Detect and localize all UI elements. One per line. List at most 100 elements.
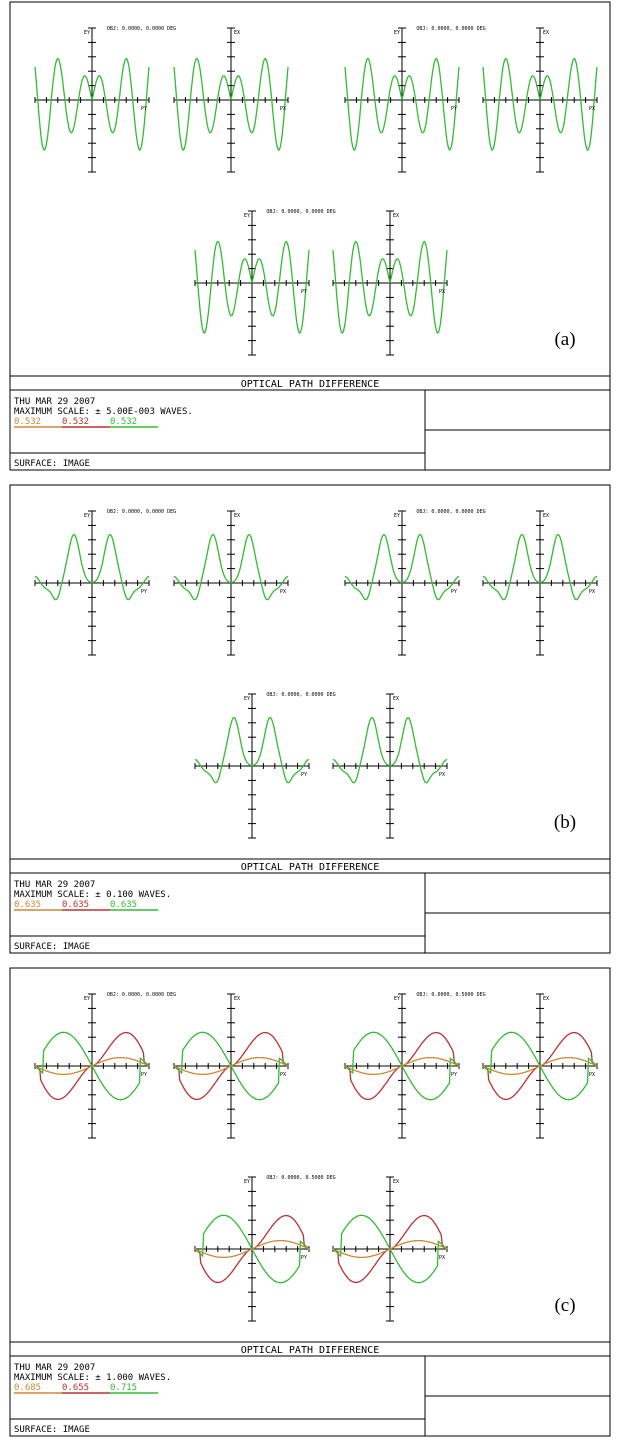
opd-curve-green xyxy=(173,533,289,601)
footer-scale: MAXIMUM SCALE: ± 0.100 WAVES. xyxy=(14,890,171,900)
field-label: OBJ: 0.0000, 0.0000 DEG xyxy=(416,509,485,515)
fan-plot-py xyxy=(344,27,460,173)
fan-plot-px xyxy=(173,993,289,1139)
footer-date: THU MAR 29 2007 xyxy=(14,397,95,407)
px-axis-label: PX xyxy=(280,1072,286,1078)
ey-axis-label: EY xyxy=(394,996,400,1002)
field-plot-0: OBJ: 0.0000, 0.0000 DEG EY EX PY PX xyxy=(34,509,289,656)
py-axis-label: PY xyxy=(301,772,307,778)
wavelength-0: 0.685 xyxy=(14,1383,41,1393)
wavelength-1: 0.655 xyxy=(62,1383,89,1393)
ey-axis-label: EY xyxy=(244,1179,250,1185)
opd-curve-orange xyxy=(482,1056,598,1076)
px-axis-label: PX xyxy=(280,589,286,595)
panel-b: OPTICAL PATH DIFFERENCE THU MAR 29 2007MA… xyxy=(9,484,611,954)
ex-axis-label: EX xyxy=(393,1179,399,1185)
fan-plot-py xyxy=(34,27,150,173)
opd-curve-green xyxy=(332,240,448,335)
ey-axis-label: EY xyxy=(244,213,250,219)
fan-plot-py xyxy=(194,210,310,356)
py-axis-label: PY xyxy=(141,106,147,112)
field-plot-2: OBJ: 0.0000, 0.0000 DEG EY EX PY PX xyxy=(194,209,448,356)
field-plot-1: OBJ: 0.0000, 0.0000 DEG EY EX PY PX xyxy=(344,26,598,173)
field-label: OBJ: 0.0000, 0.0000 DEG xyxy=(107,26,176,32)
wavelength-2: 0.715 xyxy=(110,1383,137,1393)
fan-plot-px xyxy=(482,993,598,1139)
wavelength-2: 0.635 xyxy=(110,900,137,910)
footer-header: OPTICAL PATH DIFFERENCE xyxy=(241,862,379,873)
field-label: OBJ: 0.0000, 0.5000 DEG xyxy=(266,1175,335,1181)
opd-curve-green xyxy=(34,57,150,152)
opd-curve-green xyxy=(34,533,150,601)
px-axis-label: PX xyxy=(280,106,286,112)
py-axis-label: PY xyxy=(451,106,457,112)
footer-surface: SURFACE: IMAGE xyxy=(14,942,90,952)
fan-plot-py xyxy=(194,1176,310,1322)
fan-plot-py xyxy=(344,993,460,1139)
footer-scale: MAXIMUM SCALE: ± 1.000 WAVES. xyxy=(14,1373,171,1383)
opd-curve-orange xyxy=(344,1056,460,1076)
opd-curve-green xyxy=(482,533,598,601)
panel-c: OPTICAL PATH DIFFERENCE THU MAR 29 2007MA… xyxy=(9,967,611,1437)
panel-label: (b) xyxy=(554,812,576,833)
ey-axis-label: EY xyxy=(84,996,90,1002)
footer-frame xyxy=(9,375,611,471)
field-plot-0: OBJ: 0.0000, 0.0000 DEG EY EX PY PX xyxy=(34,26,289,173)
fan-plot-py xyxy=(194,693,310,839)
opd-curve-orange xyxy=(173,1056,289,1076)
footer-scale: MAXIMUM SCALE: ± 5.00E-003 WAVES. xyxy=(14,407,193,417)
ex-axis-label: EX xyxy=(234,996,240,1002)
field-label: OBJ: 0.0000, 0.0000 DEG xyxy=(416,26,485,32)
field-plot-2: OBJ: 0.0000, 0.5000 DEG EY EX PY PX xyxy=(194,1175,448,1322)
py-axis-label: PY xyxy=(301,1255,307,1261)
px-axis-label: PX xyxy=(439,289,445,295)
fan-plot-px xyxy=(332,693,448,839)
ex-axis-label: EX xyxy=(393,213,399,219)
fan-plot-px xyxy=(482,510,598,656)
px-axis-label: PX xyxy=(439,772,445,778)
opd-curve-green xyxy=(482,57,598,152)
ey-axis-label: EY xyxy=(394,30,400,36)
ex-axis-label: EX xyxy=(543,513,549,519)
field-plot-0: OBJ: 0.0000, 0.0000 DEG EY EX PY PX xyxy=(34,992,289,1139)
panel-label: (a) xyxy=(554,329,575,350)
opd-curve-green xyxy=(344,57,460,152)
footer-header: OPTICAL PATH DIFFERENCE xyxy=(241,1345,379,1356)
wavelength-0: 0.635 xyxy=(14,900,41,910)
field-label: OBJ: 0.0000, 0.0000 DEG xyxy=(107,992,176,998)
footer-date: THU MAR 29 2007 xyxy=(14,880,95,890)
field-label: OBJ: 0.0000, 0.0000 DEG xyxy=(266,692,335,698)
wavelength-2: 0.532 xyxy=(110,417,137,427)
footer-surface: SURFACE: IMAGE xyxy=(14,459,90,469)
footer-header: OPTICAL PATH DIFFERENCE xyxy=(241,379,379,390)
fan-plot-py xyxy=(34,510,150,656)
py-axis-label: PY xyxy=(141,1072,147,1078)
px-axis-label: PX xyxy=(589,106,595,112)
fan-plot-px xyxy=(173,510,289,656)
opd-curve-green xyxy=(344,533,460,601)
fan-plot-px xyxy=(173,27,289,173)
opd-curve-green xyxy=(332,716,448,784)
ey-axis-label: EY xyxy=(394,513,400,519)
fan-plot-px xyxy=(332,210,448,356)
fan-plot-py xyxy=(344,510,460,656)
field-label: OBJ: 0.0000, 0.0000 DEG xyxy=(107,509,176,515)
panel-label: (c) xyxy=(554,1295,575,1316)
fan-plot-px xyxy=(332,1176,448,1322)
fan-plot-px xyxy=(482,27,598,173)
footer-frame xyxy=(9,1341,611,1437)
ex-axis-label: EX xyxy=(234,513,240,519)
panel-a: OPTICAL PATH DIFFERENCE THU MAR 29 2007MA… xyxy=(9,1,611,471)
plot-frame xyxy=(9,967,611,1343)
px-axis-label: PX xyxy=(589,589,595,595)
ey-axis-label: EY xyxy=(84,30,90,36)
py-axis-label: PY xyxy=(141,589,147,595)
opd-curve-orange xyxy=(194,1239,310,1259)
field-plot-2: OBJ: 0.0000, 0.0000 DEG EY EX PY PX xyxy=(194,692,448,839)
field-label: OBJ: 0.0000, 0.5000 DEG xyxy=(416,992,485,998)
field-label: OBJ: 0.0000, 0.0000 DEG xyxy=(266,209,335,215)
ey-axis-label: EY xyxy=(244,696,250,702)
fan-plot-py xyxy=(34,993,150,1139)
wavelength-1: 0.532 xyxy=(62,417,89,427)
